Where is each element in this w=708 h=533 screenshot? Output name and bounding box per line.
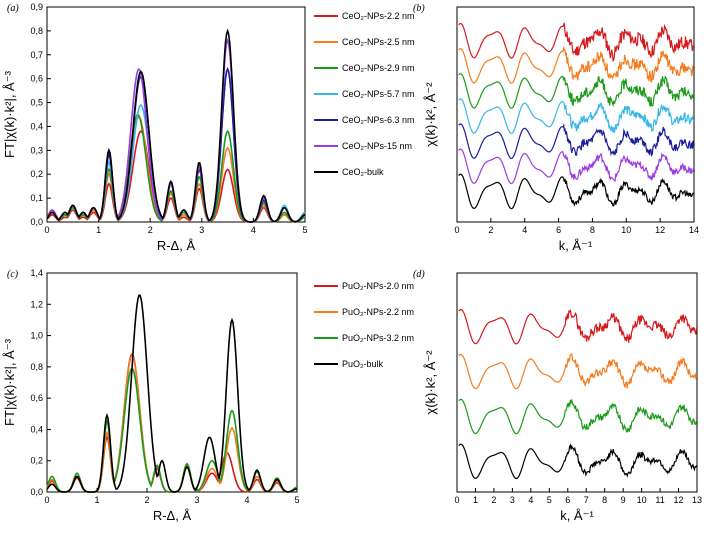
panel-b-xtick-label: 10 — [621, 225, 631, 235]
panel-b-series-0-line — [458, 22, 695, 63]
panel-a-legend-label: CeO₂-NPs-2.2 nm — [342, 11, 415, 21]
panel-d-x-axis-label: k, Å⁻¹ — [560, 508, 594, 523]
panel-d-xtick-label: 9 — [621, 495, 626, 505]
panel-b-x-axis-label: k, Å⁻¹ — [559, 238, 593, 253]
panel-a-y-axis-label: FT|χ(k)·k²|, Å⁻³ — [2, 70, 17, 158]
panel-b-series-5-line — [458, 148, 695, 185]
panel-a-ytick-label: 0,6 — [30, 74, 43, 84]
panel-c-x-axis-label: R-Δ, Å — [153, 508, 192, 523]
panel-a-xtick-label: 3 — [199, 225, 204, 235]
panel-b-panel-label: (b) — [413, 3, 425, 14]
panel-c-panel-label: (c) — [7, 269, 19, 280]
panel-c-plot-frame — [46, 272, 298, 493]
panel-b-series-2-line — [458, 73, 695, 109]
panel-a-legend-label: CeO₂-NPs-6.3 nm — [342, 115, 415, 125]
panel-b-xtick-label: 4 — [522, 225, 527, 235]
panel-c-xtick-label: 0 — [44, 495, 49, 505]
panel-c-xtick-label: 5 — [294, 495, 299, 505]
panel-d-series-1-line — [458, 353, 698, 390]
panel-d-xtick-label: 8 — [602, 495, 607, 505]
panel-a-ytick-label: 0,5 — [30, 98, 43, 108]
panel-a-x-axis-label: R-Δ, Å — [157, 238, 196, 253]
panel-b-xtick-label: 14 — [689, 225, 699, 235]
panel-b-plot-frame — [456, 6, 695, 223]
panel-c-ytick-label: 0,4 — [30, 424, 43, 434]
panel-d-series-0-line — [458, 309, 698, 345]
panel-d-xtick-label: 1 — [473, 495, 478, 505]
panel-a-ytick-label: 0,1 — [30, 193, 43, 203]
panel-a-ytick-label: 0,3 — [30, 145, 43, 155]
panel-c-legend-label: PuO₂-NPs-3.2 nm — [342, 333, 414, 343]
panel-a-xtick-label: 1 — [96, 225, 101, 235]
panel-c-ytick-label: 0,6 — [30, 393, 43, 403]
panel-a-ytick-label: 0,8 — [30, 26, 43, 36]
panel-a-xtick-label: 5 — [302, 225, 307, 235]
panel-c-ytick-label: 0,8 — [30, 362, 43, 372]
panel-c-xtick-label: 3 — [194, 495, 199, 505]
panel-b-xtick-label: 2 — [488, 225, 493, 235]
panel-d-xtick-label: 4 — [528, 495, 533, 505]
panel-d-series-3-line — [458, 443, 698, 480]
panel-b-xtick-label: 0 — [454, 225, 459, 235]
panel-d-xtick-label: 11 — [655, 495, 664, 505]
panel-c-series-1-line — [46, 354, 298, 493]
panel-d-xtick-label: 5 — [547, 495, 552, 505]
panel-d-xtick-label: 6 — [565, 495, 570, 505]
panel-a-ytick-label: 0,4 — [30, 121, 43, 131]
panel-d-xtick-label: 13 — [692, 495, 702, 505]
panel-b-xtick-label: 8 — [590, 225, 595, 235]
panel-a-legend-label: CeO₂-NPs-5.7 nm — [342, 89, 415, 99]
panel-d-series-2-line — [458, 398, 698, 435]
panel-c-xtick-label: 1 — [94, 495, 99, 505]
panel-c-ytick-label: 0,0 — [30, 487, 43, 497]
panel-c-series-0-line — [46, 353, 298, 493]
panel-a-legend-label: CeO₂-NPs-2.9 nm — [342, 63, 415, 73]
panel-c-ytick-label: 0,2 — [30, 456, 43, 466]
panel-c-ytick-label: 1,4 — [30, 268, 43, 278]
panel-c-series-3-line — [46, 294, 298, 493]
panel-b-xtick-label: 6 — [556, 225, 561, 235]
panel-a-legend-label: CeO₂-bulk — [342, 167, 384, 177]
panel-d-plot-frame — [456, 272, 698, 493]
panel-a-xtick-label: 0 — [44, 225, 49, 235]
panel-a-ytick-label: 0,9 — [30, 2, 43, 12]
panel-a-ytick-label: 0,0 — [30, 217, 43, 227]
panel-b-series-4-line — [458, 123, 695, 160]
panel-c-xtick-label: 2 — [144, 495, 149, 505]
panel-b-series-6-line — [458, 173, 695, 210]
panel-d-xtick-label: 10 — [637, 495, 647, 505]
panel-a-series-6-line — [46, 28, 306, 223]
panel-b-y-axis-label: χ(k)·k², Å⁻² — [423, 82, 438, 147]
panel-a-series-5-line — [46, 37, 306, 223]
panel-c-ytick-label: 1,2 — [30, 299, 43, 309]
panel-c-legend-label: PuO₂-bulk — [342, 359, 384, 369]
panel-b-series-1-line — [458, 46, 695, 84]
panel-c-legend-label: PuO₂-NPs-2.0 nm — [342, 281, 414, 291]
panel-c-xtick-label: 4 — [244, 495, 249, 505]
panel-a-xtick-label: 2 — [148, 225, 153, 235]
panel-d-xtick-label: 3 — [510, 495, 515, 505]
panel-c-legend-label: PuO₂-NPs-2.2 nm — [342, 307, 414, 317]
panel-c-y-axis-label: FT|χ(k)·k²|, Å⁻³ — [2, 338, 17, 426]
panel-d-y-axis-label: χ(k)·k², Å⁻² — [423, 350, 438, 415]
panel-c-ytick-label: 1,0 — [30, 331, 43, 341]
panel-a-xtick-label: 4 — [251, 225, 256, 235]
panel-d-xtick-label: 12 — [674, 495, 684, 505]
panel-d-panel-label: (d) — [413, 269, 425, 280]
panel-d-xtick-label: 7 — [584, 495, 589, 505]
panel-b-series-3-line — [458, 98, 695, 134]
panel-a-legend-label: CeO₂-NPs-15 nm — [342, 141, 412, 151]
panel-a-ytick-label: 0,2 — [30, 169, 43, 179]
panel-d-xtick-label: 0 — [454, 495, 459, 505]
panel-a-ytick-label: 0,7 — [30, 50, 43, 60]
panel-a-plot-frame — [46, 6, 306, 223]
panel-b-xtick-label: 12 — [655, 225, 665, 235]
panel-d-xtick-label: 2 — [491, 495, 496, 505]
panel-a-panel-label: (a) — [7, 3, 19, 14]
panel-a-legend-label: CeO₂-NPs-2.5 nm — [342, 37, 415, 47]
